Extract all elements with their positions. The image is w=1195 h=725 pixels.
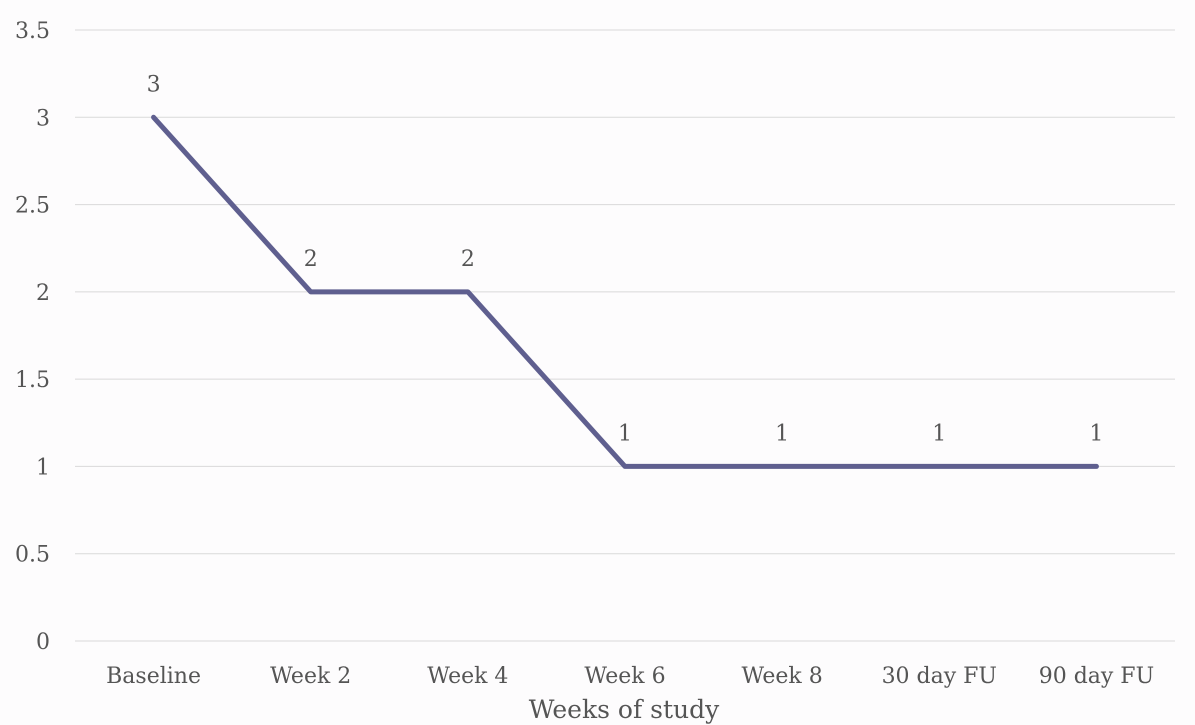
x-axis-tick-labels: Baseline Week 2 Week 4 Week 6 Week 8 30 day F… bbox=[106, 664, 1154, 689]
data-label: 3 bbox=[147, 72, 161, 97]
data-label: 1 bbox=[775, 421, 789, 446]
y-axis-tick-labels: 0 0.5 1 1.5 2 2.5 3 3.5 bbox=[15, 19, 50, 655]
gridlines bbox=[75, 29, 1175, 642]
x-tick-label: 30 day FU bbox=[882, 664, 997, 689]
data-label: 2 bbox=[461, 247, 475, 272]
y-tick-label: 0.5 bbox=[15, 543, 50, 568]
y-tick-label: 1 bbox=[36, 455, 50, 480]
series-line bbox=[151, 114, 1099, 469]
x-tick-label: Week 4 bbox=[427, 664, 508, 689]
y-tick-label: 2 bbox=[36, 281, 50, 306]
y-tick-label: 1.5 bbox=[15, 368, 50, 393]
y-tick-label: 3 bbox=[36, 106, 50, 131]
x-tick-label: 90 day FU bbox=[1039, 664, 1154, 689]
y-tick-label: 3.5 bbox=[15, 19, 50, 44]
x-tick-label: Week 2 bbox=[270, 664, 351, 689]
series-group bbox=[151, 114, 1099, 469]
data-label: 1 bbox=[1089, 421, 1103, 446]
data-label: 1 bbox=[618, 421, 632, 446]
x-tick-label: Week 6 bbox=[584, 664, 665, 689]
data-labels: 3 2 2 1 1 1 1 bbox=[147, 72, 1104, 446]
y-tick-label: 2.5 bbox=[15, 194, 50, 219]
x-tick-label: Baseline bbox=[106, 664, 201, 689]
y-tick-label: 0 bbox=[36, 630, 50, 655]
data-label: 1 bbox=[932, 421, 946, 446]
x-tick-label: Week 8 bbox=[742, 664, 823, 689]
x-axis-title: Weeks of study bbox=[529, 695, 720, 724]
data-label: 2 bbox=[304, 247, 318, 272]
